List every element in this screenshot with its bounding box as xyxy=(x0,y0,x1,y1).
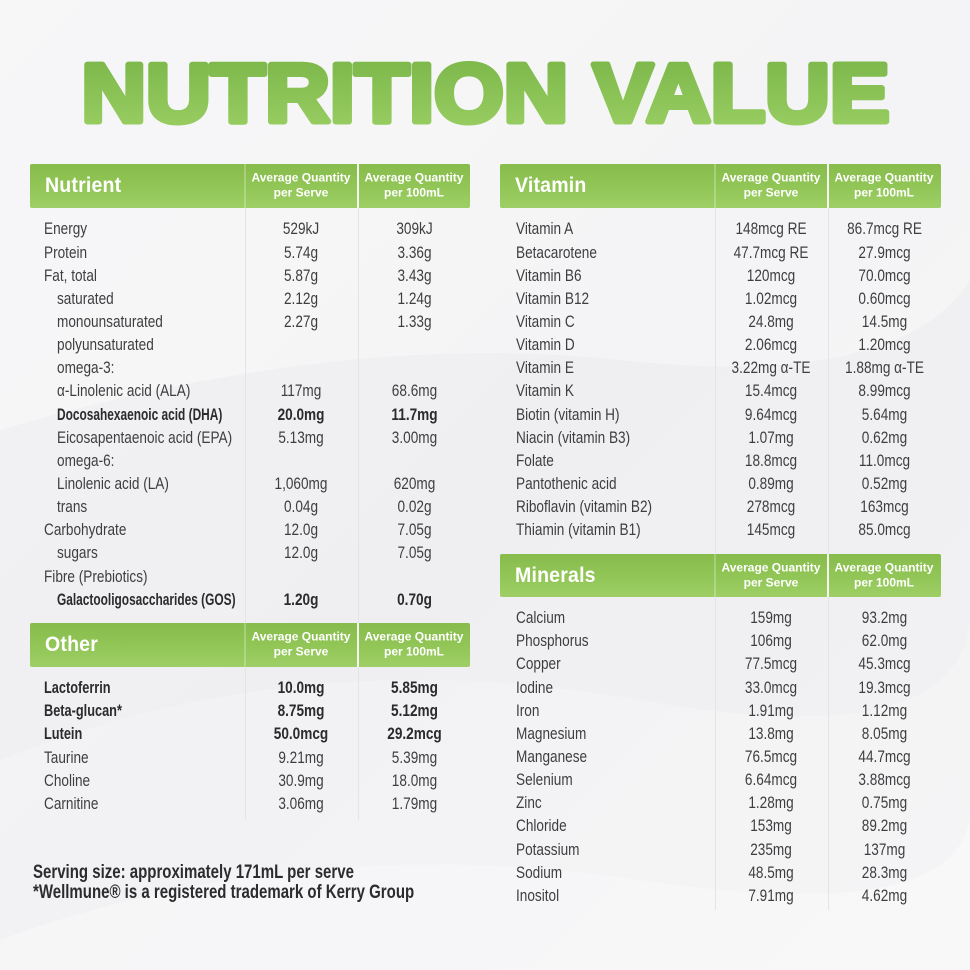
svg-text:NUTRITION VALUE: NUTRITION VALUE xyxy=(82,47,890,140)
